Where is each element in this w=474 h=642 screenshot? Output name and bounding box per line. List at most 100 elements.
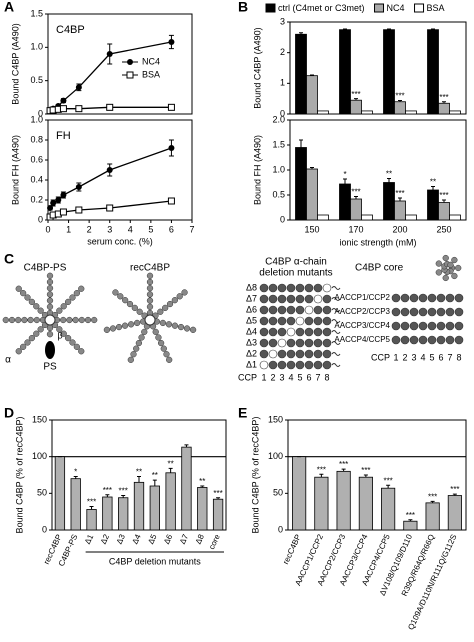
ccp-number: 1 (261, 372, 266, 382)
significance: *** (450, 485, 459, 494)
ccp-domain (286, 338, 296, 348)
ccp-number: 6 (438, 352, 443, 362)
bar (405, 214, 417, 221)
significance: *** (119, 487, 128, 496)
ccp-domain (454, 335, 464, 345)
ccp-domain (400, 293, 410, 303)
ccp-domain (78, 285, 85, 292)
plot-frame (287, 419, 467, 531)
error-bar (319, 473, 324, 478)
bar (438, 102, 450, 115)
y-tick-label: 0 (42, 524, 47, 534)
bar (403, 520, 418, 531)
ccp-domain (454, 321, 464, 331)
ccp-domain (146, 285, 154, 292)
ccp-domain (268, 283, 278, 293)
panel-letter: B (238, 0, 248, 15)
ccp-domain (304, 327, 314, 337)
significance: *** (351, 188, 360, 197)
y-tick-label: 50 (37, 488, 47, 498)
ccp-number: 2 (402, 352, 407, 362)
ccp-domain (171, 297, 179, 304)
ccp-number: 7 (447, 352, 452, 362)
y-axis-label: Bound C4BP (A490) (252, 27, 262, 108)
y-tick-label: 0.5 (272, 189, 285, 199)
diagram-title: C4BP core (355, 263, 404, 274)
ccp-domain (33, 330, 40, 337)
bar (336, 470, 351, 531)
row-label: Δ6 (246, 304, 257, 314)
y-tick-label: 150 (32, 414, 47, 424)
plot-title: FH (56, 130, 71, 142)
ccp-domain (103, 326, 111, 333)
bar (394, 200, 406, 221)
row-label: Δ8 (246, 282, 257, 292)
significance: ** (136, 468, 142, 477)
tail (331, 363, 341, 367)
ccp-domain (46, 272, 54, 279)
core (144, 314, 156, 326)
ccp-domain (409, 307, 419, 317)
x-axis-label: ionic strength (mM) (339, 237, 416, 247)
group-label: C4BP deletion mutants (109, 556, 201, 566)
bar (292, 456, 307, 531)
ccp-domain (146, 272, 154, 279)
legend-label: NC4 (387, 3, 405, 13)
x-tick-label: 200 (392, 224, 407, 234)
ccp-domain (259, 294, 269, 304)
ccp-domain (146, 303, 154, 310)
ccp-domain (166, 356, 173, 363)
ccp-domain (436, 335, 446, 345)
legend-marker (127, 59, 133, 65)
error-bar (299, 139, 303, 148)
ccp-domain (46, 291, 54, 298)
tail (331, 330, 341, 334)
significance: *** (439, 191, 448, 200)
ccp-domain (295, 316, 305, 326)
legend-label: ctrl (C4met or C3met) (278, 3, 365, 13)
ccp-domain (259, 349, 269, 359)
ccp-domain (451, 272, 458, 280)
ccp-domain (454, 307, 464, 317)
axis-label: CCP (238, 372, 257, 382)
error-bar (354, 196, 358, 199)
ccp-domain (115, 323, 123, 331)
bar (317, 110, 329, 115)
ccp-domain (295, 283, 305, 293)
point (75, 184, 82, 190)
ccp-domain (138, 334, 145, 341)
error-bar (343, 178, 347, 184)
x-tick-label: 2 (87, 224, 92, 234)
series-line (49, 147, 172, 209)
significance: *** (439, 93, 448, 102)
ccp-domain (27, 316, 34, 324)
ccp-number: 8 (456, 352, 461, 362)
ccp-number: 5 (429, 352, 434, 362)
ccp-domain (400, 335, 410, 345)
ccp-domain (69, 339, 76, 346)
ccp-number: 2 (270, 372, 275, 382)
y-axis-label: Bound C4BP (% of recC4BP) (250, 417, 260, 534)
panel-letter: A (4, 0, 14, 15)
ccp-domain (304, 283, 314, 293)
ccp-domain (268, 338, 278, 348)
ccp-domain (313, 327, 323, 337)
point (75, 84, 82, 91)
bar (86, 509, 97, 531)
ccp-domain (152, 328, 159, 336)
y-tick-label: 1.0 (272, 164, 285, 174)
ccp-domain (268, 305, 278, 315)
ccp-domain (73, 343, 81, 351)
x-tick-label: Δ4 (130, 532, 143, 545)
bar (165, 472, 176, 531)
ccp-domain (313, 283, 323, 293)
ccp-domain (177, 323, 185, 331)
ccp-domain (436, 321, 446, 331)
bar (317, 214, 329, 221)
point (75, 206, 83, 214)
ccp-domain (427, 293, 437, 303)
ccp-domain (277, 294, 287, 304)
ccp-domain (24, 294, 31, 301)
ccp-domain (277, 305, 287, 315)
tail (331, 297, 341, 301)
